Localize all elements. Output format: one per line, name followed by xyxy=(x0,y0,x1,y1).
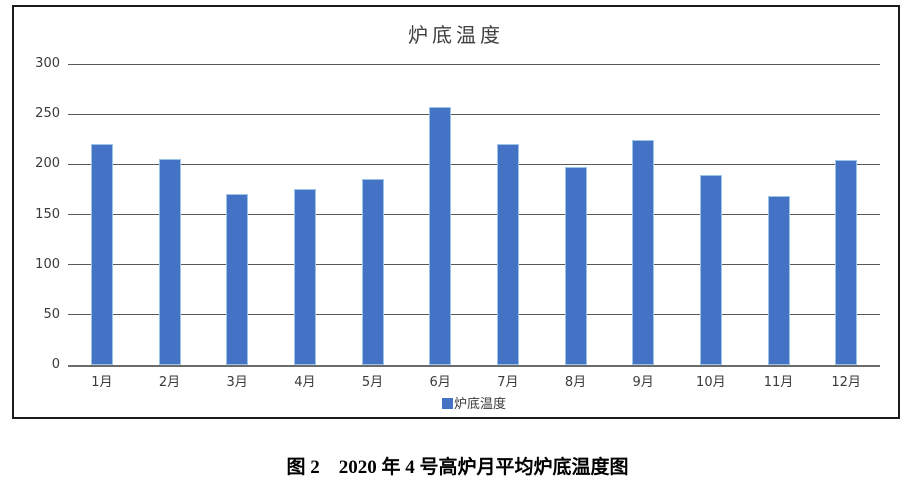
x-tick-label: 7月 xyxy=(497,375,519,390)
x-tick-label: 8月 xyxy=(564,375,587,390)
gridline-300 xyxy=(68,63,880,65)
bar-11月 xyxy=(767,196,790,365)
bar-1月 xyxy=(90,144,113,365)
bar-4月 xyxy=(293,189,316,365)
y-tick-label: 250 xyxy=(35,106,60,122)
gridline-200 xyxy=(68,163,880,165)
y-tick-label: 100 xyxy=(35,256,60,272)
x-tick-label: 3月 xyxy=(226,375,248,390)
x-tick-label: 1月 xyxy=(91,375,113,390)
legend-swatch-icon xyxy=(441,398,453,409)
y-tick-label: 300 xyxy=(35,56,60,71)
legend-label: 炉底温度 xyxy=(453,397,506,412)
y-tick-label: 50 xyxy=(43,306,60,322)
plot-area xyxy=(68,63,880,367)
bar-8月 xyxy=(564,167,587,365)
y-tick-label: 150 xyxy=(35,206,60,222)
y-tick-label: 200 xyxy=(35,156,60,172)
bar-10月 xyxy=(699,175,722,365)
chart-frame: 炉底温度 0 50 100 150 200 250 300 1月 2月 3月 4月 5月 6月 7月 8月… xyxy=(12,5,900,419)
x-tick-label: 10月 xyxy=(696,375,726,390)
x-tick-label: 12月 xyxy=(831,375,861,390)
x-tick-label: 6月 xyxy=(429,375,451,390)
gridline-150 xyxy=(68,214,880,215)
x-tick-label: 11月 xyxy=(763,375,794,390)
gridline-50 xyxy=(68,314,880,316)
figure-caption: 图 2 2020 年 4 号高炉月平均炉底温度图 xyxy=(286,457,629,478)
x-tick-label: 5月 xyxy=(361,375,384,390)
bar-5月 xyxy=(361,179,384,365)
gridline-100 xyxy=(68,264,880,266)
gridline-250 xyxy=(68,113,880,115)
bar-12月 xyxy=(835,160,858,365)
x-tick-label: 4月 xyxy=(294,375,316,390)
bar-3月 xyxy=(226,194,249,365)
chart-title: 炉底温度 xyxy=(408,23,504,47)
bar-6月 xyxy=(429,107,452,365)
x-tick-label: 2月 xyxy=(158,375,181,390)
y-tick-label: 0 xyxy=(51,357,60,372)
bar-7月 xyxy=(496,144,519,365)
legend: 炉底温度 xyxy=(68,393,880,412)
bar-2月 xyxy=(158,159,181,365)
bar-9月 xyxy=(632,140,655,365)
x-tick-label: 9月 xyxy=(632,375,654,390)
